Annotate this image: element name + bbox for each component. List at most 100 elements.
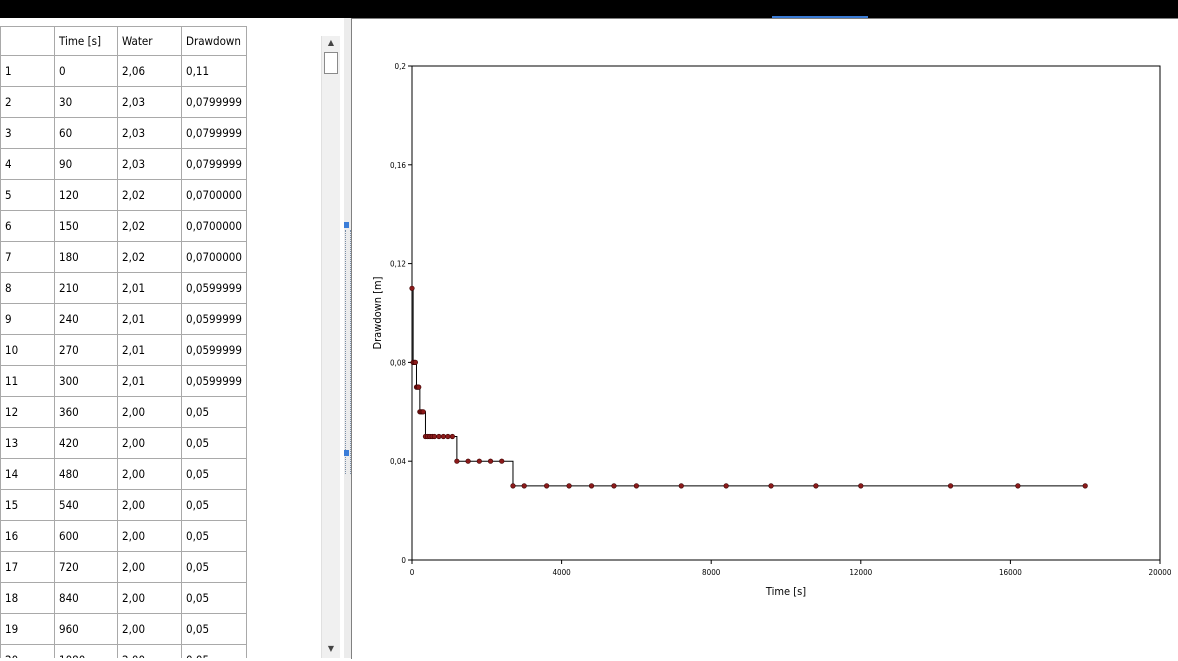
row-number-cell[interactable]: 8 [0,272,55,304]
time-cell[interactable]: 360 [54,396,118,428]
time-cell[interactable]: 60 [54,117,118,149]
water-cell[interactable]: 2,00 [117,644,182,658]
table-scrollbar[interactable]: ▲ ▼ [321,36,340,658]
table-row[interactable]: 18 840 2,00 0,05 [0,582,322,614]
drawdown-cell[interactable]: 0,05 [181,396,247,428]
water-cell[interactable]: 2,00 [117,582,182,614]
drawdown-cell[interactable]: 0,0799999 [181,117,247,149]
table-row[interactable]: 10 270 2,01 0,0599999 [0,334,322,366]
row-number-cell[interactable]: 9 [0,303,55,335]
time-cell[interactable]: 300 [54,365,118,397]
pane-splitter[interactable] [344,18,351,658]
drawdown-cell[interactable]: 0,11 [181,55,247,87]
table-row[interactable]: 2 30 2,03 0,0799999 [0,86,322,118]
drawdown-cell[interactable]: 0,05 [181,489,247,521]
row-number-cell[interactable]: 17 [0,551,55,583]
time-cell[interactable]: 90 [54,148,118,180]
splitter-grip[interactable] [345,230,351,474]
drawdown-cell[interactable]: 0,05 [181,520,247,552]
column-header-drawdown[interactable]: Drawdown [181,26,247,56]
row-number-cell[interactable]: 6 [0,210,55,242]
drawdown-cell[interactable]: 0,05 [181,458,247,490]
water-cell[interactable]: 2,03 [117,86,182,118]
table-row[interactable]: 15 540 2,00 0,05 [0,489,322,521]
row-number-cell[interactable]: 20 [0,644,55,658]
drawdown-cell[interactable]: 0,0799999 [181,86,247,118]
water-cell[interactable]: 2,00 [117,551,182,583]
water-cell[interactable]: 2,01 [117,334,182,366]
row-number-cell[interactable]: 19 [0,613,55,645]
water-cell[interactable]: 2,02 [117,210,182,242]
row-number-cell[interactable]: 11 [0,365,55,397]
drawdown-cell[interactable]: 0,0599999 [181,334,247,366]
drawdown-cell[interactable]: 0,0700000 [181,241,247,273]
time-cell[interactable]: 960 [54,613,118,645]
time-cell[interactable]: 480 [54,458,118,490]
table-row[interactable]: 14 480 2,00 0,05 [0,458,322,490]
time-cell[interactable]: 150 [54,210,118,242]
row-number-cell[interactable]: 7 [0,241,55,273]
row-number-cell[interactable]: 2 [0,86,55,118]
water-cell[interactable]: 2,01 [117,272,182,304]
water-cell[interactable]: 2,03 [117,117,182,149]
row-number-cell[interactable]: 18 [0,582,55,614]
water-cell[interactable]: 2,00 [117,613,182,645]
drawdown-cell[interactable]: 0,0599999 [181,272,247,304]
table-row[interactable]: 8 210 2,01 0,0599999 [0,272,322,304]
drawdown-cell[interactable]: 0,05 [181,582,247,614]
table-row[interactable]: 12 360 2,00 0,05 [0,396,322,428]
table-row[interactable]: 2010802,000,05 [0,644,322,658]
time-cell[interactable]: 540 [54,489,118,521]
row-number-cell[interactable]: 1 [0,55,55,87]
drawdown-cell[interactable]: 0,05 [181,427,247,459]
water-cell[interactable]: 2,00 [117,458,182,490]
time-cell[interactable]: 1080 [54,644,118,658]
time-cell[interactable]: 600 [54,520,118,552]
scroll-down-icon[interactable]: ▼ [327,644,335,653]
table-row[interactable]: 1 0 2,06 0,11 [0,55,322,87]
column-header-time[interactable]: Time [s] [54,26,118,56]
row-number-cell[interactable]: 12 [0,396,55,428]
water-cell[interactable]: 2,00 [117,489,182,521]
water-cell[interactable]: 2,03 [117,148,182,180]
drawdown-cell[interactable]: 0,0700000 [181,179,247,211]
water-cell[interactable]: 2,00 [117,427,182,459]
water-cell[interactable]: 2,02 [117,241,182,273]
time-cell[interactable]: 840 [54,582,118,614]
table-row[interactable]: 17 720 2,00 0,05 [0,551,322,583]
table-row[interactable]: 4 90 2,03 0,0799999 [0,148,322,180]
table-row[interactable]: 7 180 2,02 0,0700000 [0,241,322,273]
row-number-cell[interactable]: 15 [0,489,55,521]
drawdown-cell[interactable]: 0,0599999 [181,365,247,397]
table-row[interactable]: 5 120 2,02 0,0700000 [0,179,322,211]
row-number-cell[interactable]: 13 [0,427,55,459]
row-number-cell[interactable]: 3 [0,117,55,149]
time-cell[interactable]: 210 [54,272,118,304]
table-row[interactable]: 13 420 2,00 0,05 [0,427,322,459]
drawdown-cell[interactable]: 0,0700000 [181,210,247,242]
table-row[interactable]: 11 300 2,01 0,0599999 [0,365,322,397]
drawdown-cell[interactable]: 0,05 [181,644,247,658]
water-cell[interactable]: 2,00 [117,396,182,428]
water-cell[interactable]: 2,01 [117,365,182,397]
table-row[interactable]: 6 150 2,02 0,0700000 [0,210,322,242]
water-cell[interactable]: 2,01 [117,303,182,335]
row-number-cell[interactable]: 14 [0,458,55,490]
scroll-thumb[interactable] [324,52,338,74]
column-header-water[interactable]: Water [117,26,182,56]
time-cell[interactable]: 180 [54,241,118,273]
drawdown-cell[interactable]: 0,0599999 [181,303,247,335]
time-cell[interactable]: 420 [54,427,118,459]
water-cell[interactable]: 2,00 [117,520,182,552]
table-row[interactable]: 3 60 2,03 0,0799999 [0,117,322,149]
time-cell[interactable]: 0 [54,55,118,87]
time-cell[interactable]: 270 [54,334,118,366]
time-cell[interactable]: 720 [54,551,118,583]
drawdown-cell[interactable]: 0,05 [181,613,247,645]
time-cell[interactable]: 120 [54,179,118,211]
table-row[interactable]: 9 240 2,01 0,0599999 [0,303,322,335]
drawdown-cell[interactable]: 0,05 [181,551,247,583]
water-cell[interactable]: 2,06 [117,55,182,87]
row-number-cell[interactable]: 4 [0,148,55,180]
table-row[interactable]: 19 960 2,00 0,05 [0,613,322,645]
